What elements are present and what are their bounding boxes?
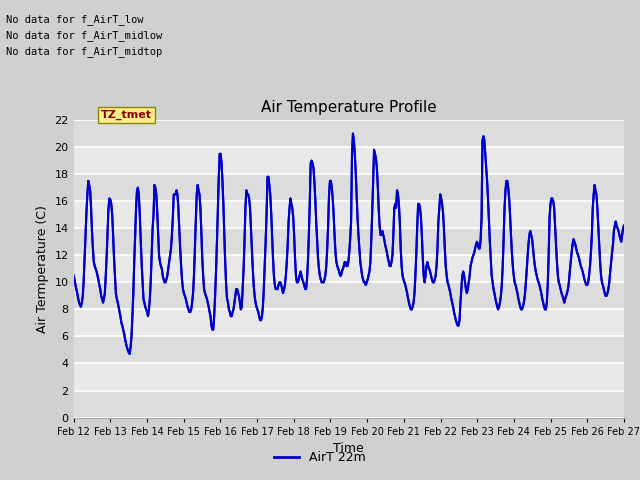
Bar: [74, 174, 624, 201]
Bar: [74, 120, 624, 147]
Bar: [74, 282, 624, 310]
Bar: [74, 255, 624, 282]
X-axis label: Time: Time: [333, 442, 364, 455]
Bar: [74, 228, 624, 255]
Bar: [74, 363, 624, 391]
Y-axis label: Air Termperature (C): Air Termperature (C): [36, 205, 49, 333]
Text: No data for f_AirT_midlow: No data for f_AirT_midlow: [6, 30, 163, 41]
Bar: [74, 201, 624, 228]
Legend: AirT 22m: AirT 22m: [269, 446, 371, 469]
Bar: [74, 310, 624, 336]
Bar: [74, 336, 624, 363]
Title: Air Temperature Profile: Air Temperature Profile: [261, 100, 436, 115]
Bar: [74, 147, 624, 174]
Text: No data for f_AirT_low: No data for f_AirT_low: [6, 14, 144, 25]
Text: TZ_tmet: TZ_tmet: [101, 110, 152, 120]
Text: No data for f_AirT_midtop: No data for f_AirT_midtop: [6, 46, 163, 57]
Bar: [74, 391, 624, 418]
